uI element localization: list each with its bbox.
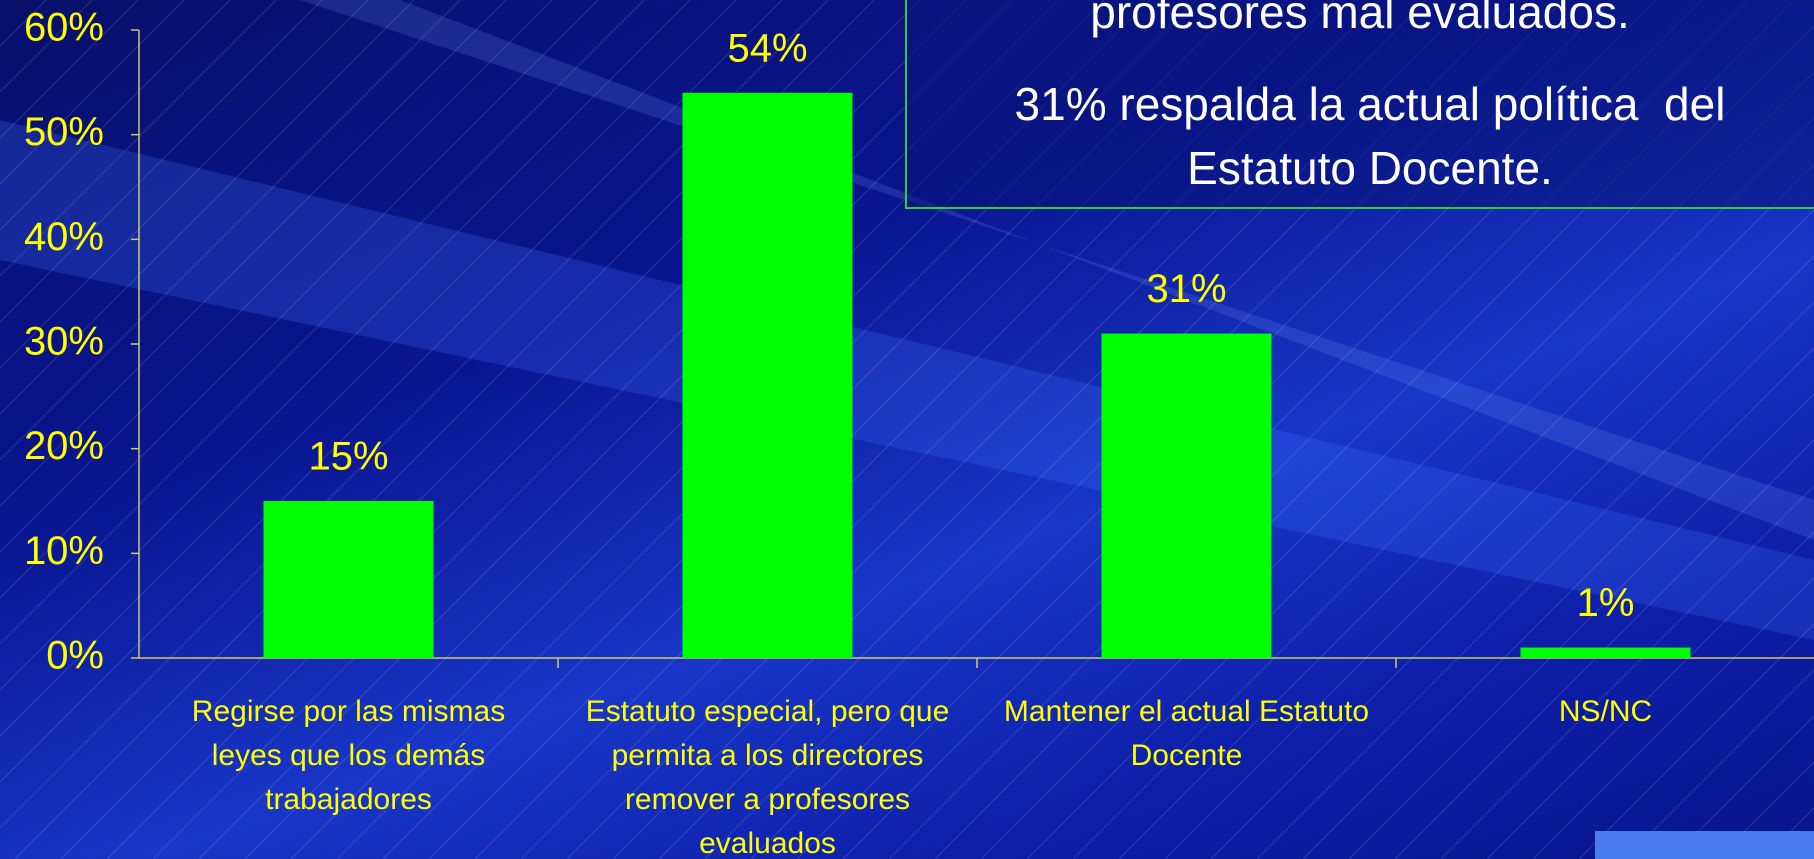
- y-tick-label: 40%: [24, 215, 104, 259]
- bar: [1101, 333, 1272, 658]
- x-tick-label: Estatuto especial, pero que permita a lo…: [585, 695, 950, 859]
- data-label: 31%: [1146, 267, 1226, 311]
- y-tick-label: 30%: [24, 320, 104, 364]
- y-tick-label: 50%: [24, 110, 104, 154]
- bar: [263, 501, 434, 658]
- data-label: 1%: [1577, 581, 1635, 625]
- data-label: 15%: [308, 435, 388, 479]
- y-tick-label: 10%: [24, 529, 104, 573]
- bar: [1520, 647, 1691, 658]
- x-tick-label: NS/NC: [1558, 695, 1653, 728]
- y-tick-label: 20%: [24, 424, 104, 468]
- y-tick-label: 60%: [24, 6, 104, 50]
- bar: [682, 92, 853, 659]
- x-tick-label: Regirse por las mismas leyes que los dem…: [191, 695, 506, 816]
- y-tick-label: 0%: [46, 634, 104, 678]
- annotation: profesores mal evaluados.: [1090, 0, 1630, 38]
- corner-block: [1595, 831, 1814, 859]
- annotation: 31% respalda la actual política del Esta…: [1014, 78, 1739, 194]
- data-label: 54%: [727, 26, 807, 70]
- x-tick-label: Mantener el actual Estatuto Docente: [1003, 695, 1370, 772]
- annotation-box: [905, 0, 1814, 209]
